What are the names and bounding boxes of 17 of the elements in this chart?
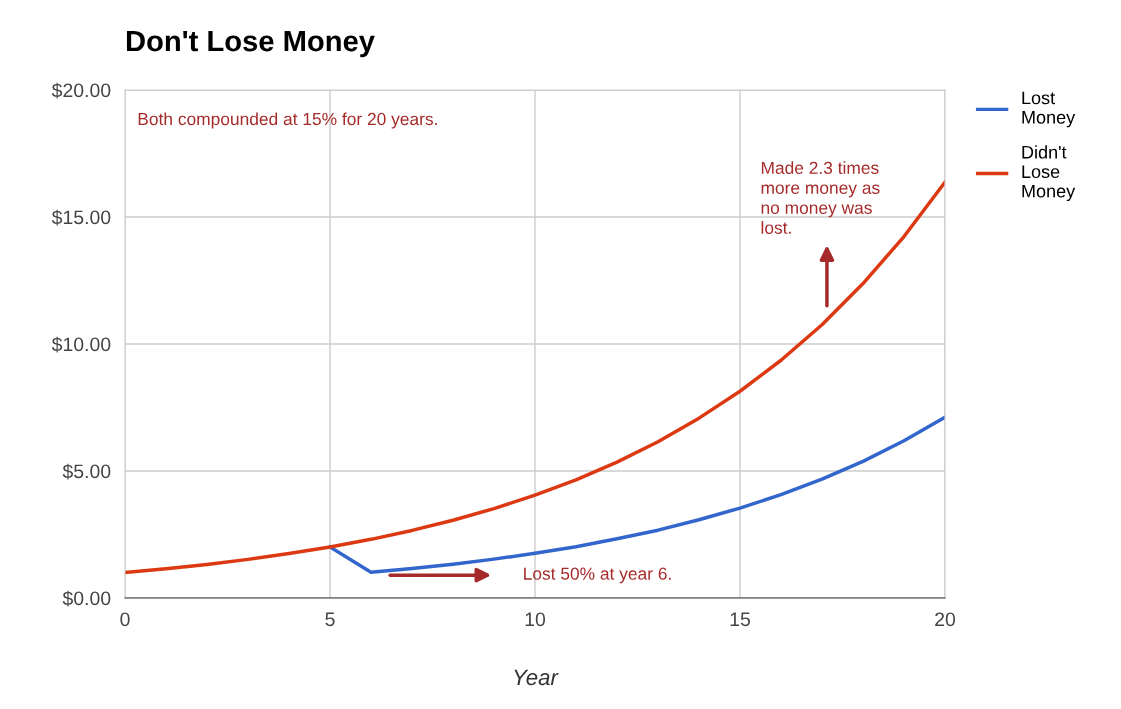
y-tick-label: $0.00	[62, 590, 111, 607]
y-tick-label: $5.00	[62, 463, 111, 480]
annotation: Made 2.3 times more money as no money was lost.	[761, 161, 880, 234]
annotation: Both compounded at 15% for 20 years.	[138, 112, 437, 129]
chart-title: Don't Lose Money	[126, 31, 375, 58]
x-axis-title: Year	[514, 669, 559, 686]
legend-label: Didn't Lose Money	[1022, 145, 1076, 202]
legend-label: Lost Money	[1022, 91, 1076, 128]
x-tick-label: 10	[525, 612, 546, 627]
x-tick-label: 15	[730, 612, 750, 627]
x-tick-label: 0	[120, 612, 130, 627]
x-tick-label: 20	[935, 612, 956, 627]
x-tick-label: 5	[325, 612, 335, 627]
y-tick-label: $20.00	[51, 82, 111, 99]
y-tick-label: $15.00	[51, 209, 111, 226]
y-tick-label: $10.00	[51, 336, 111, 353]
annotation: Lost 50% at year 6.	[524, 567, 671, 584]
